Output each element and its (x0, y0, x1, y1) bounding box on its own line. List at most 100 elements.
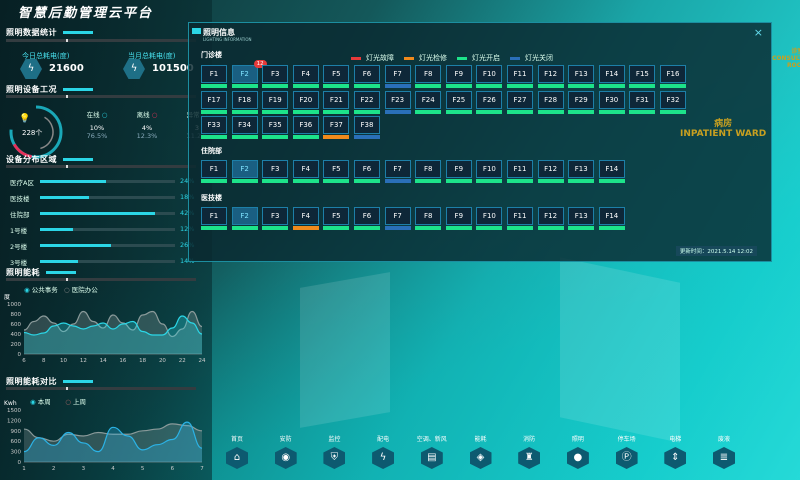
x-tick-label: 3 (82, 466, 86, 472)
floor-tile[interactable]: F38 (354, 116, 380, 140)
floor-tile[interactable]: F36 (292, 116, 319, 140)
close-icon[interactable]: × (753, 26, 763, 39)
dock-item-air-conditioner[interactable]: 空调、新风 ▤ (412, 434, 452, 469)
floor-tile[interactable]: F21 (323, 90, 350, 114)
floor-tile[interactable]: F15 (629, 65, 656, 88)
floor-tile[interactable]: F7 (384, 160, 411, 183)
row-label: 3号楼 (10, 259, 28, 267)
dock-item-lightning[interactable]: 配电 ϟ (363, 434, 403, 469)
floor-tile[interactable]: F27 (507, 90, 533, 114)
status-bar (354, 135, 380, 140)
floor-tile[interactable]: F22 (354, 90, 380, 114)
floor-tile[interactable]: F10 (476, 65, 503, 88)
series-area (24, 422, 202, 462)
dock-item-elevator[interactable]: 电梯 ⇕ (655, 434, 695, 469)
status-bar (568, 109, 595, 114)
radio-this-week[interactable]: ◉ 本周 (30, 398, 51, 406)
radio-last-week[interactable]: ○ 上周 (65, 398, 86, 406)
floor-tile[interactable]: F8 (415, 65, 442, 88)
x-tick-label: 20 (159, 358, 166, 364)
floor-tile[interactable]: F25 (445, 90, 472, 114)
dock-item-parking[interactable]: 停车场 Ⓟ (607, 434, 647, 469)
floor-tile[interactable]: F11 (507, 160, 533, 183)
floor-tile[interactable]: F32 (660, 90, 686, 114)
floor-tile[interactable]: F13 (568, 65, 595, 88)
y-tick-label: 300 (11, 450, 22, 456)
dock-item-home[interactable]: 首页 ⌂ (217, 434, 257, 469)
floor-tile[interactable]: F5 (323, 65, 350, 88)
floor-tile[interactable]: F14 (598, 65, 625, 88)
radio-office[interactable]: ○ 医院办公 (63, 286, 98, 294)
floor-tile[interactable]: F3 (262, 160, 289, 183)
floor-tile[interactable]: F12 (537, 207, 564, 230)
floor-tile[interactable]: F31 (629, 90, 656, 114)
floor-tile[interactable]: F33 (201, 116, 227, 140)
status-bar (292, 179, 319, 183)
floor-tile[interactable]: F19 (262, 90, 289, 114)
floor-tile[interactable]: F3 (262, 65, 289, 88)
y-tick-label: 1000 (7, 302, 21, 308)
floor-tile[interactable]: F16 (660, 65, 686, 88)
floor-tile[interactable]: F29 (568, 90, 595, 114)
floor-tile[interactable]: F5 (323, 207, 350, 230)
alert-badge: 12 (253, 60, 267, 68)
floor-tile[interactable]: F6 (354, 207, 380, 230)
energy-chart: 度 0 200 400 600 800 1000 6 8 10 12 14 16 18 20 22 24 (4, 294, 206, 364)
dock-item-waste[interactable]: 废液 ≣ (704, 434, 744, 469)
floor-tile[interactable]: F1 (201, 160, 227, 183)
floor-label: F14 (598, 65, 625, 83)
floor-tile[interactable]: F28 (537, 90, 564, 114)
status-bar (262, 84, 289, 88)
floor-tile[interactable]: F11 (507, 65, 533, 88)
dock-label: 消防 (523, 436, 536, 443)
floor-tile[interactable]: F18 (231, 90, 258, 114)
floor-tile[interactable]: F13 (568, 207, 595, 230)
floor-tile[interactable]: F4 (292, 207, 319, 230)
dock-item-camera[interactable]: 安防 ◉ (266, 434, 306, 469)
floor-tile[interactable]: F4 (292, 65, 319, 88)
floor-tile[interactable]: F6 (354, 65, 380, 88)
floor-label: F4 (292, 207, 319, 225)
floor-tile[interactable]: F3 (262, 207, 289, 230)
dock-item-shield[interactable]: 监控 ⛨ (314, 434, 354, 469)
floor-tile[interactable]: F9 (445, 160, 472, 183)
floor-tile[interactable]: F13 (568, 160, 595, 183)
floor-tile[interactable]: F9 (445, 65, 472, 88)
dock-item-hydrant[interactable]: 消防 ♜ (509, 434, 549, 469)
floor-tile[interactable]: F5 (323, 160, 350, 183)
floor-tile[interactable]: F10 (476, 160, 503, 183)
floor-tile[interactable]: F26 (476, 90, 503, 114)
floor-tile[interactable]: F30 (598, 90, 625, 114)
floor-tile[interactable]: F1 (201, 207, 227, 230)
floor-tile[interactable]: F12 (537, 160, 564, 183)
floor-tile[interactable]: F10 (476, 207, 503, 230)
floor-tile[interactable]: F2 12 (231, 60, 267, 88)
floor-tile[interactable]: F24 (415, 90, 442, 114)
floor-tile[interactable]: F17 (201, 90, 227, 114)
floor-tile[interactable]: F14 (598, 207, 625, 230)
floor-tile[interactable]: F14 (598, 160, 625, 183)
floor-label: F5 (323, 65, 350, 83)
floor-tile[interactable]: F1 (201, 65, 227, 88)
floor-tile[interactable]: F34 (231, 116, 258, 140)
floor-tile[interactable]: F8 (415, 160, 442, 183)
floor-tile[interactable]: F2 (231, 207, 258, 230)
floor-tile[interactable]: F6 (354, 160, 380, 183)
floor-label: F26 (476, 90, 503, 109)
floor-tile[interactable]: F4 (292, 160, 319, 183)
floor-tile[interactable]: F9 (445, 207, 472, 230)
floor-tile[interactable]: F20 (292, 90, 319, 114)
floor-tile[interactable]: F7 (384, 207, 411, 230)
floor-tile[interactable]: F37 (323, 116, 350, 140)
radio-public[interactable]: ◉ 公共事务 (24, 286, 58, 294)
dock-item-energy[interactable]: 能耗 ◈ (461, 434, 501, 469)
floor-tile[interactable]: F11 (507, 207, 533, 230)
floor-tile[interactable]: F12 (537, 65, 564, 88)
floor-tile[interactable]: F7 (384, 65, 411, 88)
floor-label: F2 (231, 160, 258, 178)
dock-item-bulb[interactable]: 照明 ● (558, 434, 598, 469)
floor-tile[interactable]: F2 (231, 160, 258, 183)
floor-tile[interactable]: F23 (384, 90, 411, 114)
floor-tile[interactable]: F8 (415, 207, 442, 230)
floor-tile[interactable]: F35 (262, 116, 289, 140)
